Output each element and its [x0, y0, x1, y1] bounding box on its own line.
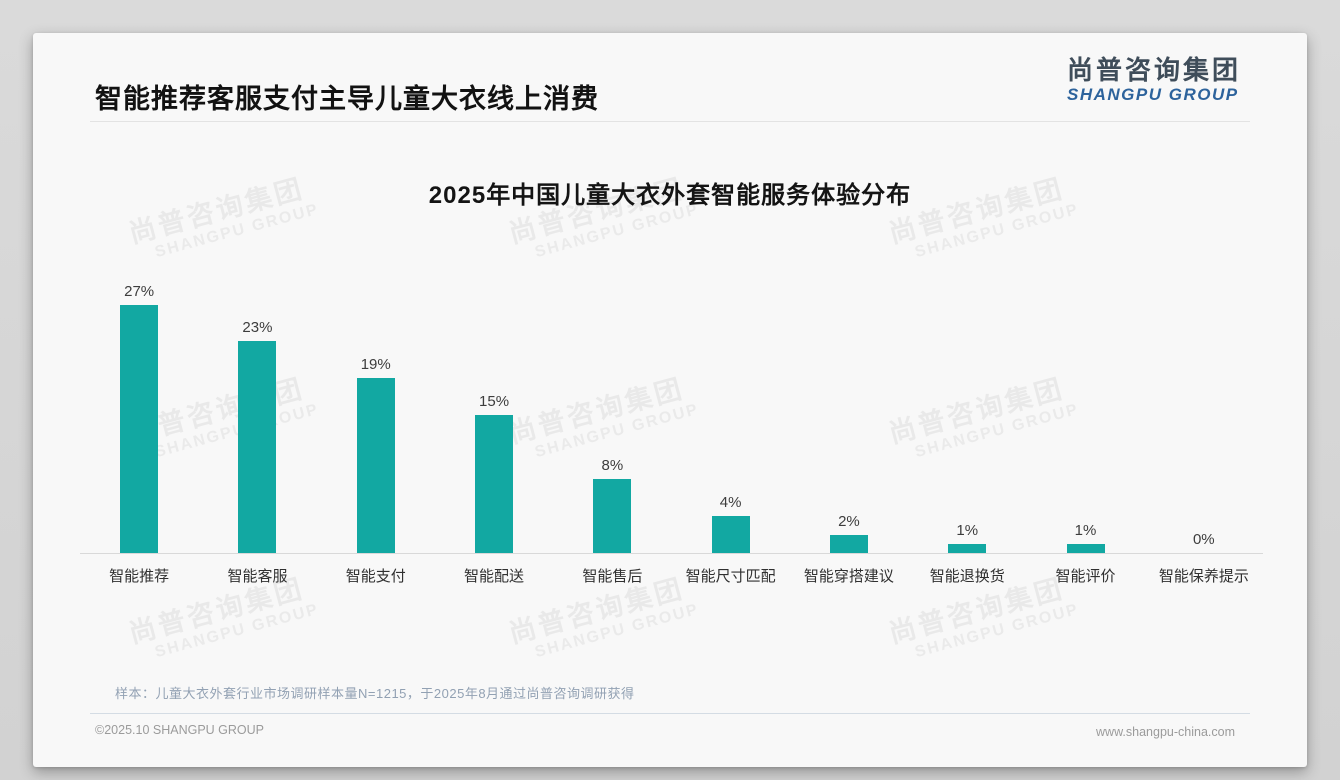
bar-value-label: 2% [838, 513, 860, 530]
bar-value-label: 1% [956, 522, 979, 539]
category-label: 智能售后 [582, 568, 643, 585]
bar-slot: 27% [80, 274, 198, 553]
watermark-en-text: SHANGPU GROUP [153, 600, 321, 662]
category-label: 智能穿搭建议 [803, 568, 894, 585]
bar-slot: 4% [671, 274, 789, 553]
bar-slot: 2% [790, 274, 908, 553]
category-label: 智能支付 [345, 568, 406, 585]
footer-divider [90, 713, 1250, 714]
page-title: 智能推荐客服支付主导儿童大衣线上消费 [95, 84, 599, 114]
bar-value-label: 0% [1192, 531, 1215, 548]
bar-value-label: 15% [479, 393, 510, 410]
bar-value-label: 1% [1074, 522, 1097, 539]
bar-slot: 1% [1026, 274, 1144, 553]
bar [475, 415, 514, 553]
bar [120, 305, 159, 553]
logo-en-text: SHANGPU GROUP [1066, 85, 1239, 104]
bar-slot: 1% [908, 274, 1026, 553]
category-label: 智能保养提示 [1158, 568, 1249, 585]
bar-slot: 19% [317, 274, 435, 553]
company-logo: 尚普咨询集团 SHANGPU GROUP [1067, 55, 1241, 104]
bar-chart-plot-area: 27% 23% 19% 15% 8% 4% 2% 1% 1% 0% [80, 274, 1263, 554]
bar-slot: 15% [435, 274, 553, 553]
bar-value-label: 27% [124, 283, 155, 300]
bar [1066, 544, 1105, 553]
bar-value-label: 8% [601, 457, 624, 474]
bar-value-label: 4% [719, 494, 742, 511]
x-axis-category-labels: 智能推荐 智能客服 智能支付 智能配送 智能售后 智能尺寸匹配 智能穿搭建议 智能退换货 智能评… [80, 565, 1263, 586]
slide-card: 智能推荐客服支付主导儿童大衣线上消费 尚普咨询集团 SHANGPU GROUP … [33, 33, 1307, 767]
watermark-en-text: SHANGPU GROUP [533, 600, 701, 662]
bar [711, 516, 750, 553]
bar-slot: 8% [553, 274, 671, 553]
copyright-text: ©2025.10 SHANGPU GROUP [95, 723, 264, 737]
category-label: 智能推荐 [109, 568, 170, 585]
bar [593, 479, 632, 553]
bar-value-label: 23% [242, 319, 273, 336]
watermark-en-text: SHANGPU GROUP [913, 600, 1081, 662]
bar [356, 378, 395, 553]
bar [948, 544, 987, 553]
category-label: 智能退换货 [929, 568, 1005, 585]
bar [829, 535, 868, 553]
category-label: 智能客服 [227, 568, 288, 585]
category-label: 智能配送 [464, 568, 525, 585]
category-label: 智能评价 [1055, 568, 1116, 585]
sample-note: 样本：儿童大衣外套行业市场调研样本量N=1215，于2025年8月通过尚普咨询调… [115, 686, 635, 701]
header-divider [90, 121, 1250, 122]
category-label: 智能尺寸匹配 [685, 568, 776, 585]
logo-cn-text: 尚普咨询集团 [1066, 55, 1241, 85]
bar-slot: 0% [1145, 274, 1263, 553]
chart-title: 2025年中国儿童大衣外套智能服务体验分布 [428, 182, 912, 209]
bar-value-label: 19% [360, 356, 391, 373]
website-url: www.shangpu-china.com [1096, 725, 1235, 739]
bar-slot: 23% [198, 274, 316, 553]
bar [238, 341, 277, 553]
